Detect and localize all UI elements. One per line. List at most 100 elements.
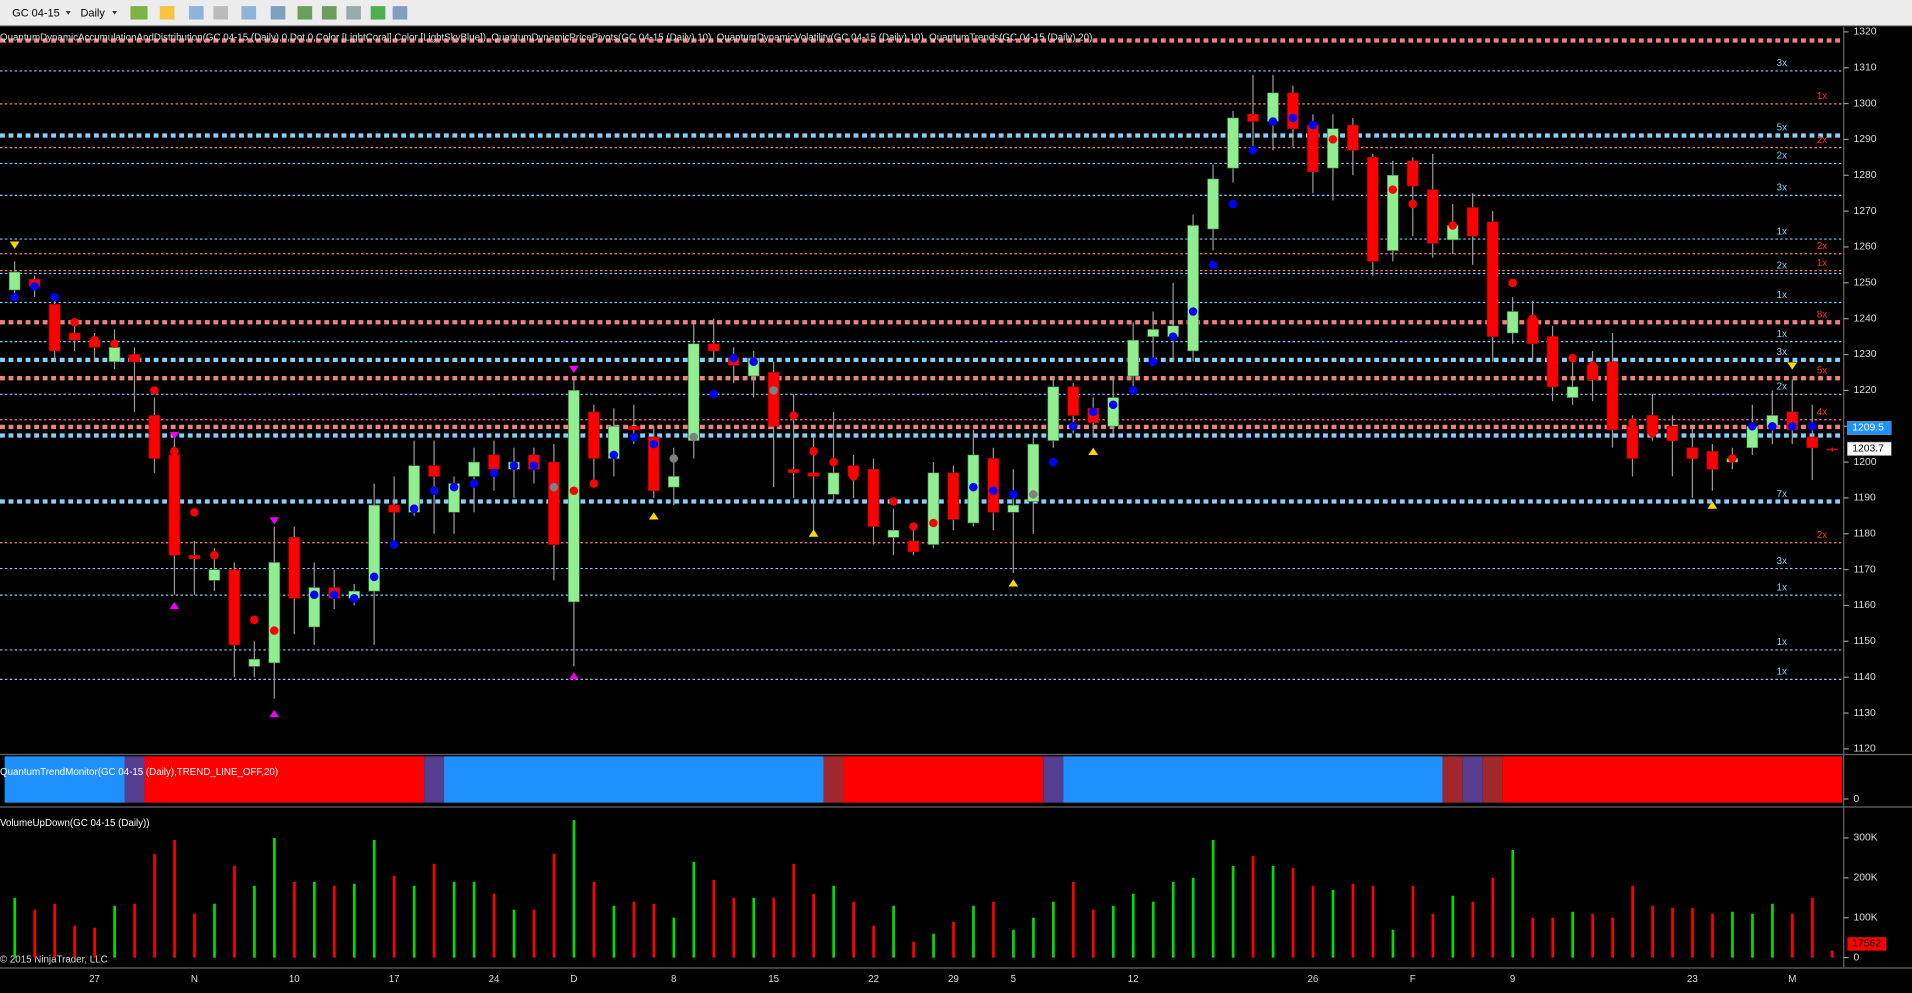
- candle-body: [1107, 397, 1119, 427]
- level-label: 1x: [1777, 290, 1787, 301]
- pivot-dot: [1588, 361, 1597, 370]
- pivot-dot: [1268, 117, 1278, 126]
- candle-body: [308, 587, 321, 628]
- volume-bar: [1571, 911, 1575, 958]
- volume-bar: [1231, 865, 1235, 958]
- panel-title: QuantumTrendMonitor(GC 04-15 (Daily),TRE…: [0, 767, 278, 778]
- volume-bar: [1451, 895, 1455, 958]
- y-tick-label: 1310: [1853, 62, 1876, 73]
- level-label: 3x: [1777, 347, 1787, 358]
- interval-selector[interactable]: Daily: [80, 7, 105, 19]
- y-tick-label: 1120: [1853, 744, 1876, 755]
- trend-run: [843, 756, 1044, 803]
- volume-bar: [992, 901, 995, 958]
- pivot-dot: [1528, 314, 1537, 323]
- pivot-dot: [1048, 457, 1058, 467]
- draw-button[interactable]: [159, 6, 175, 20]
- pivot-dot: [629, 432, 639, 442]
- level-label: 5x: [1777, 123, 1787, 134]
- pivot-dot: [1168, 332, 1178, 341]
- volume-bar: [1791, 913, 1794, 958]
- level-label: 2x: [1777, 151, 1787, 162]
- tool-button[interactable]: [213, 6, 229, 20]
- volume-bar: [412, 885, 416, 958]
- volume-bar: [612, 905, 616, 958]
- pivot-dot: [1628, 418, 1637, 427]
- y-tick-label: 1230: [1853, 349, 1876, 360]
- symbol-selector[interactable]: GC 04-15: [12, 7, 60, 19]
- volume-bar: [1012, 929, 1015, 958]
- y-tick-label: 1260: [1853, 242, 1876, 253]
- candle-body: [168, 454, 181, 556]
- level-label: 2x: [1817, 241, 1827, 252]
- y-tick-label: 1290: [1853, 134, 1876, 145]
- level-label: 2x: [1777, 382, 1787, 393]
- pivot-dot: [669, 454, 679, 463]
- pivot-dot: [1288, 113, 1298, 123]
- candle-body: [1147, 329, 1159, 337]
- volume-bar: [712, 879, 716, 958]
- price-marker-label: 1209.5: [1852, 423, 1884, 434]
- candle-body: [1486, 221, 1499, 337]
- level-label: 8x: [1817, 310, 1827, 321]
- zoom-button[interactable]: [270, 6, 286, 20]
- signal-triangle: [1707, 501, 1718, 509]
- tool-button[interactable]: [297, 6, 313, 20]
- candle-body: [1406, 160, 1419, 187]
- volume-bar: [1811, 897, 1814, 958]
- volume-bar: [1351, 883, 1355, 958]
- level-label: 1x: [1777, 226, 1787, 237]
- volume-bar: [1511, 849, 1515, 958]
- tool-button[interactable]: [346, 6, 361, 20]
- y-tick-label: 0: [1853, 952, 1859, 963]
- x-tick-label: M: [1788, 974, 1796, 985]
- pivot-dot: [210, 551, 219, 560]
- volume-bar: [193, 913, 196, 958]
- volume-bar: [1671, 907, 1674, 958]
- y-tick-label: 1170: [1853, 564, 1876, 575]
- volume-marker: [1847, 937, 1887, 951]
- tool-button[interactable]: [370, 6, 386, 20]
- volume-bar: [1491, 877, 1495, 958]
- pivot-dot: [110, 339, 119, 349]
- candle-body: [568, 390, 580, 603]
- candle-body: [787, 468, 800, 474]
- pivot-dot: [789, 411, 798, 420]
- pivot-dot: [549, 482, 559, 492]
- pivot-dot: [1788, 421, 1797, 431]
- volume-bar: [1251, 855, 1255, 958]
- bar-type-button[interactable]: [130, 6, 148, 20]
- price-marker: [1847, 441, 1892, 456]
- volume-bar: [692, 861, 696, 958]
- trend-run: [1462, 756, 1483, 803]
- volume-bar: [1471, 901, 1475, 958]
- candle-body: [388, 504, 400, 513]
- trend-run: [823, 756, 844, 803]
- volume-bar: [1052, 901, 1055, 958]
- volume-bar: [1691, 907, 1694, 958]
- tool-button[interactable]: [189, 6, 204, 20]
- tool-button[interactable]: [392, 6, 408, 20]
- volume-bar: [812, 893, 816, 958]
- pivot-dot: [349, 594, 359, 603]
- pivot-dot: [989, 486, 998, 496]
- pivot-dot: [1608, 396, 1617, 406]
- volume-bar: [1151, 901, 1155, 958]
- pivot-dot: [769, 386, 778, 395]
- trend-run: [144, 756, 425, 803]
- cursor-button[interactable]: [241, 6, 257, 20]
- signal-triangle: [808, 529, 819, 537]
- volume-bar: [93, 927, 96, 958]
- candle-body: [1247, 114, 1259, 122]
- volume-bar: [472, 881, 476, 958]
- tool-button[interactable]: [321, 6, 337, 20]
- dropdown-arrow[interactable]: [112, 10, 118, 15]
- pivot-dot: [369, 572, 379, 582]
- candle-body: [1047, 386, 1060, 441]
- candle-body: [1227, 117, 1239, 169]
- candle-body: [867, 468, 880, 527]
- dropdown-arrow[interactable]: [65, 10, 71, 15]
- volume-bar: [872, 925, 875, 958]
- signal-triangle: [1787, 362, 1798, 370]
- level-label: 1x: [1817, 91, 1827, 102]
